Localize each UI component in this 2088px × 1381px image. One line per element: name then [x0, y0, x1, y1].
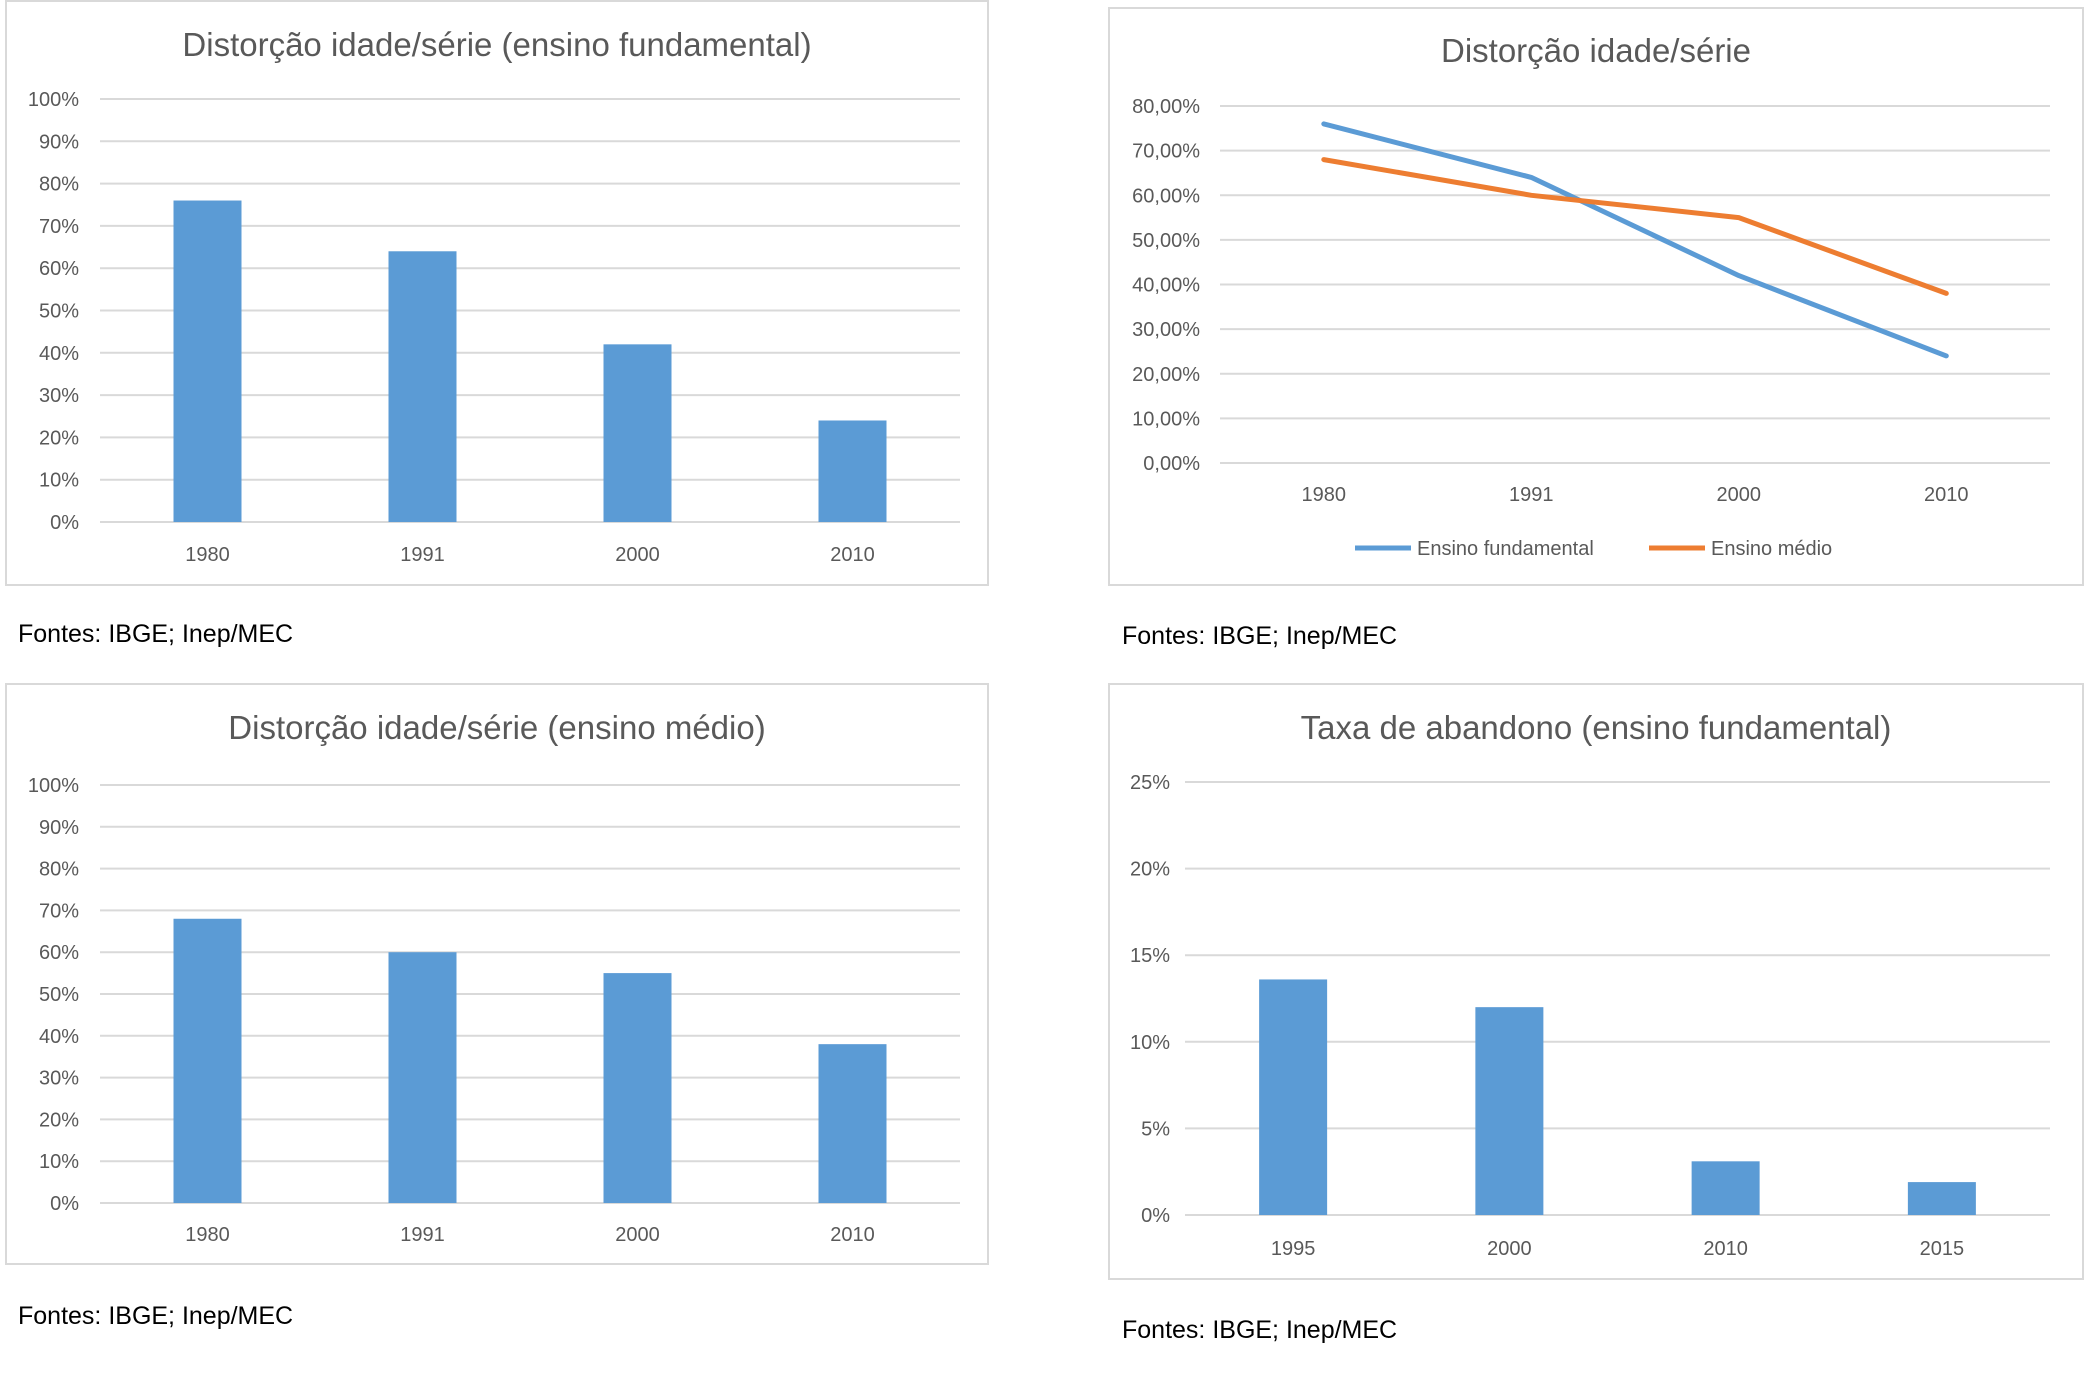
y-tick-label: 0,00%	[1143, 453, 1200, 475]
y-tick-label: 60,00%	[1132, 185, 1200, 207]
bar	[603, 973, 672, 1203]
y-tick-label: 0%	[50, 1193, 79, 1215]
y-tick-label: 90%	[39, 817, 79, 839]
y-tick-label: 70,00%	[1132, 141, 1200, 163]
y-tick-label: 50%	[39, 301, 79, 323]
x-tick-label: 1995	[1271, 1238, 1316, 1260]
source-note: Fontes: IBGE; Inep/MEC	[1122, 622, 1398, 650]
y-tick-label: 15%	[1130, 945, 1170, 967]
y-tick-label: 60%	[39, 942, 79, 964]
x-tick-label: 2010	[1924, 484, 1969, 506]
y-tick-label: 0%	[50, 512, 79, 534]
bar	[1691, 1161, 1760, 1215]
bar	[818, 1044, 887, 1203]
source-note: Fontes: IBGE; Inep/MEC	[18, 1302, 294, 1330]
chart-title: Distorção idade/série	[1441, 32, 1751, 69]
legend-label: Ensino fundamental	[1417, 538, 1594, 560]
y-tick-label: 80%	[39, 174, 79, 196]
chart-panel-fundamental-distortion: Distorção idade/série (ensino fundamenta…	[5, 0, 989, 586]
x-tick-label: 2000	[615, 544, 660, 566]
x-tick-label: 2010	[1703, 1238, 1748, 1260]
y-tick-label: 25%	[1130, 772, 1170, 794]
x-tick-label: 2000	[615, 1224, 660, 1246]
bar	[173, 200, 242, 522]
chart-title: Distorção idade/série (ensino fundamenta…	[182, 26, 811, 63]
x-tick-label: 2000	[1487, 1238, 1532, 1260]
x-tick-label: 2010	[830, 544, 875, 566]
chart-title: Taxa de abandono (ensino fundamental)	[1301, 709, 1892, 746]
y-tick-label: 90%	[39, 131, 79, 153]
x-tick-label: 1991	[400, 1224, 445, 1246]
y-tick-label: 20%	[1130, 859, 1170, 881]
y-tick-label: 30%	[39, 385, 79, 407]
bar	[818, 420, 887, 522]
bar	[388, 251, 457, 522]
x-tick-label: 2000	[1717, 484, 1762, 506]
x-tick-label: 2015	[1920, 1238, 1965, 1260]
y-tick-label: 80,00%	[1132, 96, 1200, 118]
y-tick-label: 30,00%	[1132, 319, 1200, 341]
y-tick-label: 30%	[39, 1068, 79, 1090]
source-note: Fontes: IBGE; Inep/MEC	[18, 620, 294, 648]
bar-chart-dropout-rate: Taxa de abandono (ensino fundamental) 0% 5…	[1130, 709, 2050, 1260]
y-tick-label: 60%	[39, 258, 79, 280]
source-note: Fontes: IBGE; Inep/MEC	[1122, 1316, 1398, 1344]
line-chart-distortion-comparison: Distorção idade/série 0,00% 10,00% 20,00% 30…	[1132, 32, 2050, 560]
x-tick-label: 1980	[1302, 484, 1347, 506]
y-tick-label: 10%	[39, 470, 79, 492]
y-tick-label: 20,00%	[1132, 364, 1200, 386]
y-tick-label: 0%	[1141, 1205, 1170, 1227]
y-tick-label: 10%	[39, 1151, 79, 1173]
series-line	[1321, 121, 1949, 359]
y-tick-label: 70%	[39, 900, 79, 922]
y-tick-label: 40%	[39, 343, 79, 365]
x-tick-label: 1980	[185, 544, 230, 566]
y-tick-label: 40%	[39, 1026, 79, 1048]
bar	[603, 344, 672, 522]
x-tick-label: 2010	[830, 1224, 875, 1246]
bar	[173, 918, 242, 1203]
bar-chart-fundamental-distortion: Distorção idade/série (ensino fundamenta…	[28, 26, 960, 566]
series-line	[1321, 157, 1949, 296]
legend-label: Ensino médio	[1711, 538, 1832, 560]
bar	[1259, 979, 1328, 1215]
bar	[1475, 1007, 1544, 1215]
chart-title: Distorção idade/série (ensino médio)	[228, 709, 765, 746]
chart-panel-dropout-rate: Taxa de abandono (ensino fundamental) 0% 5…	[1108, 683, 2084, 1280]
y-tick-label: 20%	[39, 1109, 79, 1131]
y-tick-label: 100%	[28, 89, 79, 111]
bar	[388, 952, 457, 1203]
y-tick-label: 20%	[39, 427, 79, 449]
y-tick-label: 40,00%	[1132, 275, 1200, 297]
chart-panel-medio-distortion: Distorção idade/série (ensino médio) 0% 10…	[5, 683, 989, 1265]
x-tick-label: 1980	[185, 1224, 230, 1246]
y-tick-label: 50,00%	[1132, 230, 1200, 252]
y-tick-label: 50%	[39, 984, 79, 1006]
bar-chart-medio-distortion: Distorção idade/série (ensino médio) 0% 10…	[28, 709, 960, 1246]
y-tick-label: 10,00%	[1132, 408, 1200, 430]
y-tick-label: 70%	[39, 216, 79, 238]
x-tick-label: 1991	[400, 544, 445, 566]
y-tick-label: 5%	[1141, 1118, 1170, 1140]
y-tick-label: 10%	[1130, 1032, 1170, 1054]
y-tick-label: 80%	[39, 859, 79, 881]
chart-panel-distortion-comparison: Distorção idade/série 0,00% 10,00% 20,00% 30…	[1108, 7, 2084, 586]
x-tick-label: 1991	[1509, 484, 1554, 506]
bar	[1907, 1182, 1976, 1215]
y-tick-label: 100%	[28, 775, 79, 797]
